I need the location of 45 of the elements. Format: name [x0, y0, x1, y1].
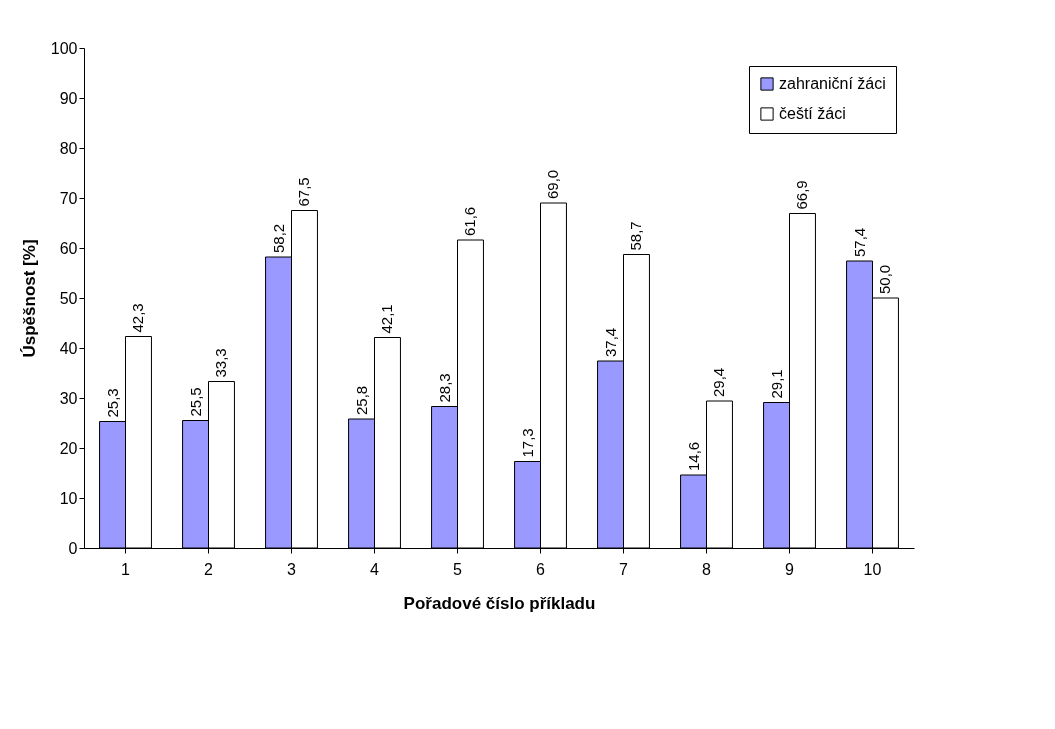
x-tick-label: 2 — [204, 560, 214, 578]
legend-label: zahraniční žáci — [779, 75, 886, 92]
data-label: 57,4 — [850, 227, 868, 257]
y-tick-label: 0 — [68, 539, 78, 557]
data-label: 66,9 — [793, 180, 811, 210]
y-tick-label: 90 — [59, 89, 78, 107]
data-label: 37,4 — [601, 327, 619, 357]
data-label: 61,6 — [461, 206, 479, 236]
y-tick-label: 30 — [59, 389, 78, 407]
data-label: 58,2 — [269, 223, 287, 253]
x-tick-label: 8 — [702, 560, 712, 578]
data-label: 29,4 — [710, 367, 728, 397]
x-tick-label: 1 — [121, 560, 131, 578]
data-label: 42,3 — [129, 303, 147, 333]
data-label: 33,3 — [212, 348, 230, 378]
legend-label: čeští žáci — [779, 105, 846, 122]
data-label: 42,1 — [378, 304, 396, 334]
x-tick-label: 4 — [370, 560, 380, 578]
y-tick-label: 100 — [50, 39, 78, 57]
y-tick-label: 80 — [59, 139, 78, 157]
x-tick-label: 5 — [453, 560, 463, 578]
data-label: 25,5 — [186, 387, 204, 417]
data-label: 25,8 — [352, 385, 370, 415]
data-label: 58,7 — [627, 221, 645, 251]
x-tick-label: 3 — [287, 560, 297, 578]
data-label: 14,6 — [684, 441, 702, 471]
y-tick-label: 60 — [59, 239, 78, 257]
x-tick-label: 7 — [619, 560, 629, 578]
data-label: 67,5 — [295, 177, 313, 207]
y-tick-label: 50 — [59, 289, 78, 307]
y-tick-label: 70 — [59, 189, 78, 207]
y-tick-label: 40 — [59, 339, 78, 357]
data-label: 29,1 — [767, 369, 785, 399]
y-axis-title: Úspěšnost [%] — [19, 239, 39, 358]
data-label: 17,3 — [518, 428, 536, 458]
data-label: 50,0 — [876, 264, 894, 294]
data-label: 25,3 — [103, 388, 121, 418]
data-label: 69,0 — [544, 169, 562, 199]
y-tick-label: 20 — [59, 439, 78, 457]
x-tick-label: 9 — [785, 560, 795, 578]
x-tick-label: 6 — [536, 560, 546, 578]
data-label: 28,3 — [435, 373, 453, 403]
y-tick-label: 10 — [59, 489, 78, 507]
x-tick-label: 10 — [863, 560, 882, 578]
x-axis-title: Pořadové číslo příkladu — [403, 593, 596, 613]
